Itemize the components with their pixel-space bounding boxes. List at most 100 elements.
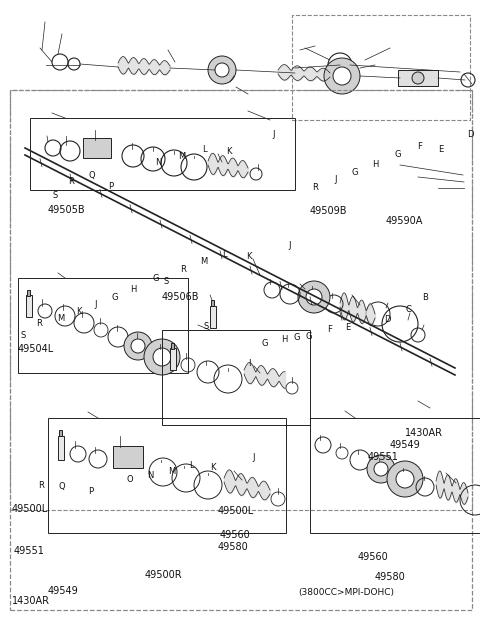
Text: F: F bbox=[417, 142, 422, 150]
Bar bbox=[211, 300, 214, 306]
Text: F: F bbox=[327, 324, 332, 334]
Text: H: H bbox=[281, 334, 288, 344]
Circle shape bbox=[124, 332, 152, 360]
Text: H: H bbox=[372, 160, 378, 168]
Text: L: L bbox=[222, 249, 227, 259]
Bar bbox=[292, 15, 470, 120]
Text: 49505B: 49505B bbox=[48, 205, 85, 215]
Circle shape bbox=[387, 461, 423, 497]
Bar bbox=[113, 446, 143, 468]
Text: G: G bbox=[352, 168, 359, 176]
Bar bbox=[30, 118, 295, 190]
Text: K: K bbox=[210, 464, 216, 472]
Text: 49509B: 49509B bbox=[310, 206, 348, 216]
Text: P: P bbox=[108, 181, 113, 191]
Text: 49551: 49551 bbox=[14, 546, 45, 556]
Text: 49506B: 49506B bbox=[162, 292, 200, 302]
Text: Q: Q bbox=[58, 482, 65, 490]
Bar bbox=[26, 295, 32, 317]
Text: R: R bbox=[68, 176, 74, 186]
Circle shape bbox=[144, 339, 180, 375]
Text: 1430AR: 1430AR bbox=[405, 428, 443, 438]
Text: 49500R: 49500R bbox=[145, 570, 182, 580]
Text: P: P bbox=[88, 488, 93, 496]
Bar bbox=[59, 430, 62, 436]
Circle shape bbox=[208, 56, 236, 84]
Text: J: J bbox=[334, 175, 336, 183]
Text: L: L bbox=[202, 144, 206, 154]
Text: K: K bbox=[246, 251, 252, 261]
Text: J: J bbox=[288, 241, 290, 249]
Circle shape bbox=[334, 59, 346, 71]
Text: 49580: 49580 bbox=[218, 542, 249, 552]
Text: O: O bbox=[126, 475, 132, 483]
Text: B: B bbox=[422, 293, 428, 301]
Text: 1430AR: 1430AR bbox=[12, 596, 50, 606]
Circle shape bbox=[367, 455, 395, 483]
Circle shape bbox=[131, 339, 145, 353]
Bar bbox=[170, 348, 176, 370]
Text: S: S bbox=[52, 191, 57, 199]
Circle shape bbox=[153, 348, 171, 366]
Text: K: K bbox=[226, 147, 231, 155]
Text: D: D bbox=[467, 129, 473, 139]
Bar bbox=[83, 138, 111, 158]
Text: N: N bbox=[155, 157, 161, 167]
Bar bbox=[10, 90, 472, 510]
Text: E: E bbox=[345, 322, 350, 332]
Text: H: H bbox=[130, 285, 136, 293]
Circle shape bbox=[215, 63, 229, 77]
Circle shape bbox=[298, 281, 330, 313]
Bar bbox=[10, 90, 472, 610]
Circle shape bbox=[412, 72, 424, 84]
Text: G: G bbox=[306, 332, 312, 340]
Text: M: M bbox=[200, 256, 207, 266]
Text: 49560: 49560 bbox=[358, 552, 389, 562]
Text: R: R bbox=[38, 480, 44, 490]
Bar bbox=[48, 418, 286, 533]
Text: E: E bbox=[438, 144, 443, 154]
Text: 49549: 49549 bbox=[390, 440, 421, 450]
Bar bbox=[18, 278, 188, 373]
Circle shape bbox=[324, 58, 360, 94]
Text: G: G bbox=[395, 150, 401, 158]
Text: R: R bbox=[312, 183, 318, 191]
Text: G: G bbox=[293, 332, 300, 342]
Text: M: M bbox=[168, 467, 175, 475]
Text: 49551: 49551 bbox=[368, 452, 399, 462]
Circle shape bbox=[396, 470, 414, 488]
Text: G: G bbox=[262, 339, 268, 347]
Text: G: G bbox=[111, 293, 118, 301]
Text: Q: Q bbox=[88, 170, 95, 180]
Text: 49560: 49560 bbox=[220, 530, 251, 540]
Text: 49500L: 49500L bbox=[12, 504, 48, 514]
Bar bbox=[171, 343, 174, 349]
Text: D: D bbox=[384, 314, 391, 324]
Text: 49580: 49580 bbox=[375, 572, 406, 582]
Text: 49500L: 49500L bbox=[218, 506, 254, 516]
Text: (3800CC>MPI-DOHC): (3800CC>MPI-DOHC) bbox=[298, 589, 394, 597]
Text: R: R bbox=[180, 264, 186, 274]
Text: M: M bbox=[178, 152, 185, 160]
Text: 49504L: 49504L bbox=[18, 344, 54, 354]
Circle shape bbox=[374, 462, 388, 476]
Text: J: J bbox=[272, 129, 275, 139]
Text: I: I bbox=[248, 358, 251, 368]
Text: K: K bbox=[76, 306, 82, 316]
Text: G: G bbox=[152, 274, 158, 282]
Text: S: S bbox=[163, 277, 168, 285]
Bar bbox=[210, 306, 216, 328]
Text: N: N bbox=[147, 470, 154, 480]
Text: L: L bbox=[189, 462, 193, 470]
Text: S: S bbox=[203, 321, 208, 331]
Text: M: M bbox=[57, 313, 64, 322]
Text: R: R bbox=[36, 319, 42, 327]
Text: J: J bbox=[94, 300, 96, 308]
Bar bbox=[58, 436, 64, 460]
Bar bbox=[310, 418, 480, 533]
Bar bbox=[27, 290, 30, 296]
Text: 49549: 49549 bbox=[48, 586, 79, 596]
Text: J: J bbox=[252, 454, 254, 462]
Circle shape bbox=[306, 289, 322, 305]
Circle shape bbox=[333, 67, 351, 85]
